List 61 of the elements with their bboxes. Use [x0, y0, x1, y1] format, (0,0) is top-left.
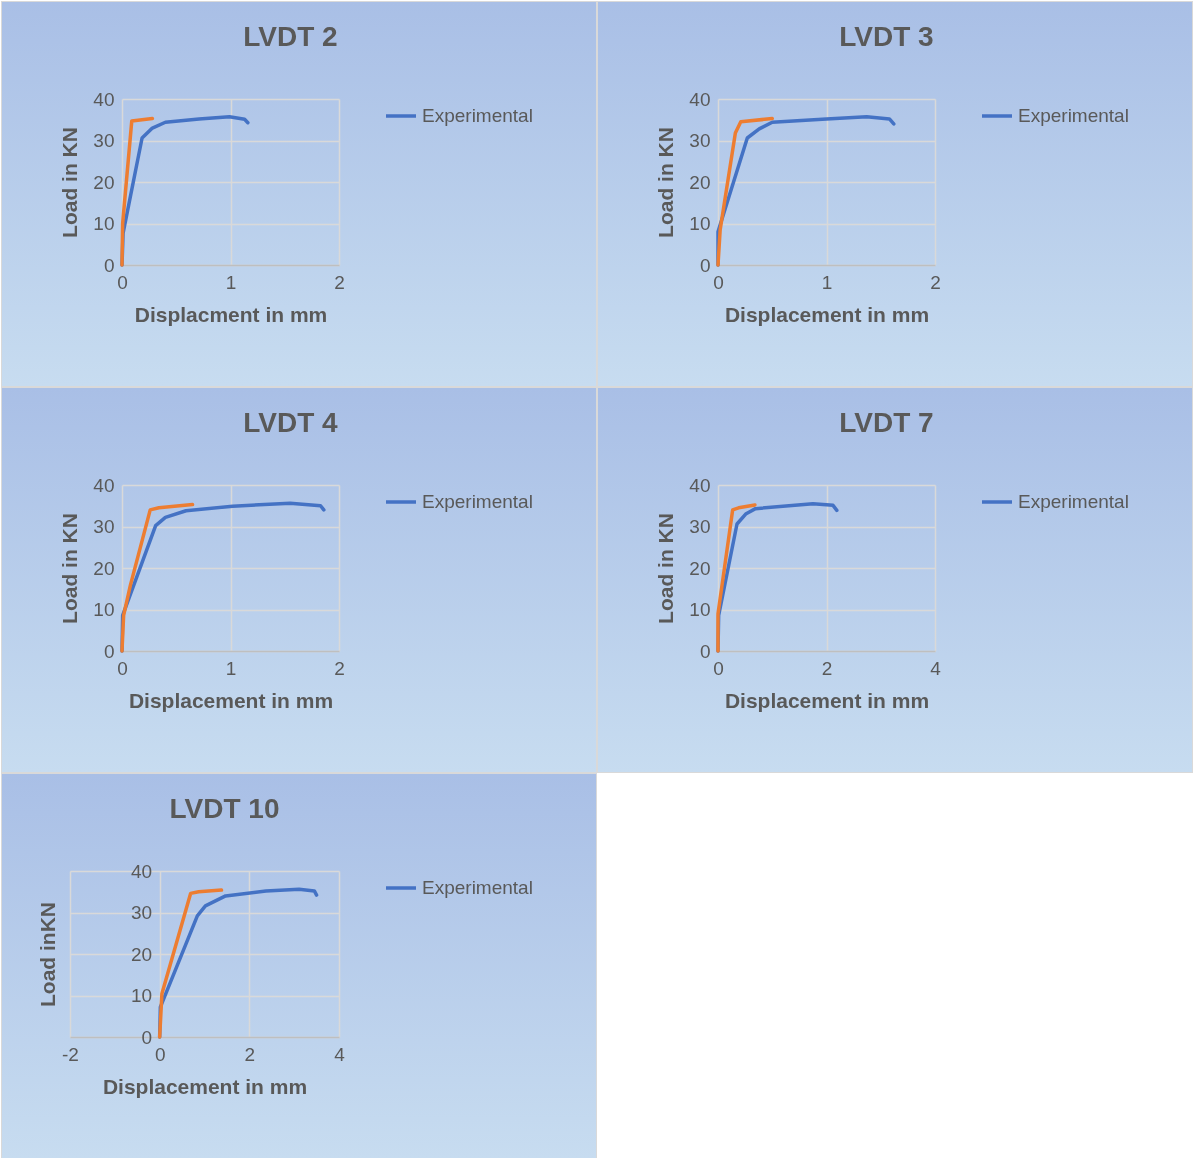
y-tick-label: 40 [131, 860, 153, 882]
y-tick-label: 30 [93, 130, 115, 151]
y-tick-label: 30 [689, 516, 711, 537]
y-tick-label: 40 [93, 474, 115, 496]
line-series [716, 116, 774, 267]
y-tick-label: 40 [689, 88, 711, 110]
y-tick-label: 30 [689, 130, 711, 151]
y-tick-label: 40 [93, 88, 115, 110]
x-tick-label: -2 [62, 1043, 79, 1065]
x-axis-title: Displacement in mm [724, 302, 930, 326]
chart-title: LVDT 10 [169, 793, 280, 824]
y-tick-label: 0 [699, 640, 711, 662]
x-tick-label: 4 [334, 1043, 346, 1065]
x-tick-label: 2 [930, 271, 941, 293]
y-axis-title: Load in KN [58, 127, 82, 238]
y-tick-label: 20 [689, 171, 711, 193]
y-tick-label: 40 [689, 474, 711, 496]
y-tick-label: 20 [689, 557, 711, 579]
y-tick-label: 10 [689, 213, 711, 234]
y-axis-title: Load in KN [58, 513, 82, 624]
x-tick-label: 1 [821, 271, 833, 293]
y-tick-label: 20 [93, 171, 115, 193]
line-series [120, 116, 155, 267]
y-tick-label: 0 [103, 254, 115, 276]
line-series [157, 888, 224, 1039]
x-tick-label: 1 [225, 657, 237, 679]
x-axis-title: Displacement in mm [102, 1074, 308, 1098]
x-axis-title: Displacement in mm [724, 688, 930, 712]
y-tick-label: 0 [141, 1026, 153, 1048]
y-tick-label: 10 [93, 213, 115, 234]
y-tick-label: 20 [131, 943, 153, 965]
x-tick-label: 2 [821, 657, 833, 679]
chart-title: LVDT 2 [243, 21, 338, 52]
y-tick-label: 10 [131, 985, 153, 1006]
y-tick-label: 20 [93, 557, 115, 579]
y-tick-label: 10 [689, 599, 711, 620]
y-tick-label: 0 [103, 640, 115, 662]
legend-label: Experimental [1018, 491, 1129, 512]
legend-label: Experimental [422, 877, 533, 898]
y-tick-label: 10 [93, 599, 115, 620]
y-tick-label: 30 [131, 902, 153, 923]
x-tick-label: 1 [225, 271, 237, 293]
x-tick-label: 2 [334, 271, 345, 293]
y-axis-title: Load inKN [35, 902, 59, 1007]
legend-label: Experimental [1018, 105, 1129, 126]
x-axis-title: Displacment in mm [134, 302, 328, 326]
legend-label: Experimental [422, 491, 533, 512]
x-tick-label: 4 [930, 657, 942, 679]
x-tick-label: 2 [334, 657, 345, 679]
chart-title: LVDT 4 [243, 407, 339, 438]
x-axis-title: Displacement in mm [128, 688, 334, 712]
y-tick-label: 0 [699, 254, 711, 276]
y-axis-title: Load in KN [654, 513, 678, 624]
legend-label: Experimental [422, 105, 533, 126]
line-series [120, 502, 195, 653]
chart-title: LVDT 3 [839, 21, 934, 52]
x-tick-label: 2 [244, 1043, 256, 1065]
y-tick-label: 30 [93, 516, 115, 537]
line-series [716, 503, 757, 653]
chart-title: LVDT 7 [839, 407, 934, 438]
y-axis-title: Load in KN [654, 127, 678, 238]
